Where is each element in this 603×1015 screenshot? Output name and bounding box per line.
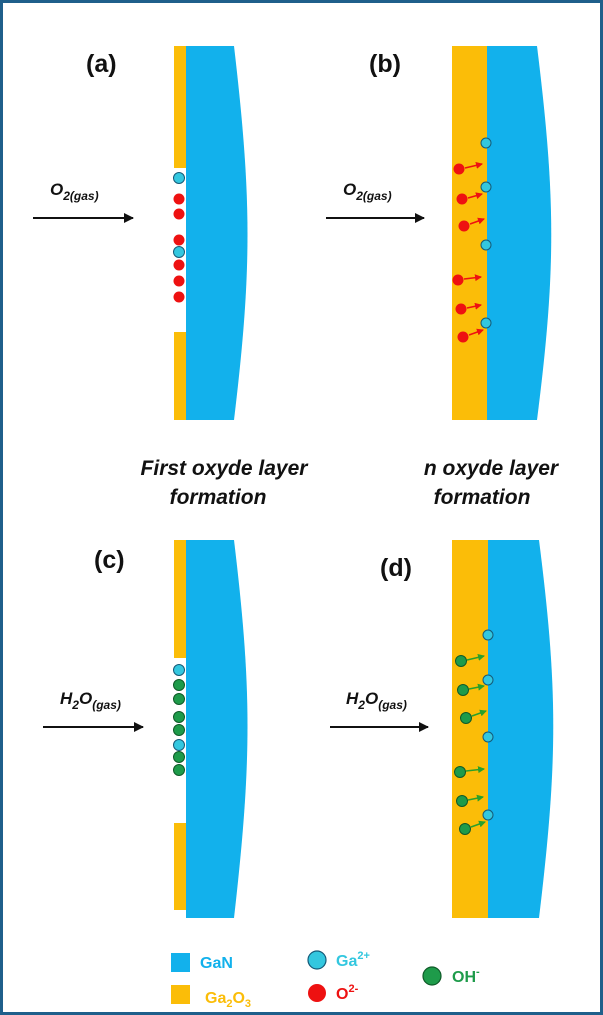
ga-ion	[173, 664, 185, 676]
panel-a: (a) O2(gas)	[33, 46, 248, 420]
ga2o3-layer-a-bottom	[174, 332, 186, 420]
oh-ion	[173, 679, 185, 691]
caption-n-line1: n oxyde layer	[424, 457, 560, 480]
o-ion-migrating	[453, 161, 483, 175]
legend-marker-o2minus	[308, 984, 326, 1002]
o-ion	[173, 208, 185, 220]
panel-c: (c) H2O(gas)	[43, 540, 248, 918]
oh-ion	[173, 724, 185, 736]
ga-ion	[480, 137, 492, 149]
ga2o3-layer-a-top	[174, 46, 186, 168]
gan-substrate-d	[488, 540, 554, 918]
legend-label-o2minus: O2-	[336, 983, 359, 1003]
caption-n-line2: formation	[434, 486, 531, 509]
panel-d: (d) H2O(gas)	[330, 540, 554, 918]
oh-ion-migrating	[456, 794, 484, 807]
legend-label-ga2plus: Ga2+	[336, 950, 370, 970]
o-ion	[173, 291, 185, 303]
oh-ion	[173, 711, 185, 723]
legend-swatch-ga2o3	[171, 985, 190, 1004]
gan-substrate-b	[487, 46, 552, 420]
ga-ion	[482, 629, 494, 641]
o-ion	[173, 234, 185, 246]
o-ion-migrating	[458, 217, 485, 232]
caption-first-line2: formation	[170, 486, 267, 509]
panel-b: (b) O2(gas)	[326, 46, 552, 420]
oh-ion-migrating	[460, 709, 487, 724]
panel-label-c: (c)	[94, 546, 125, 574]
o-ion-migrating	[455, 302, 482, 315]
ga2o3-layer-c-top	[174, 540, 186, 658]
o-ion-migrating	[452, 274, 482, 286]
oh-ion-migrating	[454, 766, 485, 778]
ga-ion	[482, 731, 494, 743]
ions-b	[452, 137, 492, 343]
legend-label-gan: GaN	[200, 955, 233, 972]
ga-ion	[482, 674, 494, 686]
gan-substrate-a	[186, 46, 248, 420]
ions-a	[173, 172, 185, 303]
legend-label-ga2o3: Ga2O3	[205, 990, 251, 1010]
panel-label-d: (d)	[380, 554, 412, 582]
captions: First oxyde layer formation n oxyde laye…	[141, 457, 560, 509]
legend-label-ohminus: OH-	[452, 966, 480, 986]
o-ion	[173, 259, 185, 271]
ga2o3-layer-d	[452, 540, 488, 918]
gas-label-c: H2O(gas)	[60, 689, 121, 712]
ga-ion	[482, 809, 494, 821]
ga-ion	[173, 172, 185, 184]
ga2o3-layer-b	[452, 46, 487, 420]
ga2o3-layer-c-bottom	[174, 823, 186, 910]
legend-swatch-gan	[171, 953, 190, 972]
legend-marker-ga2plus	[307, 950, 327, 970]
ga-ion	[480, 181, 492, 193]
o-ion-migrating	[456, 192, 483, 205]
gas-label-d: H2O(gas)	[346, 689, 407, 712]
panel-label-a: (a)	[86, 50, 117, 78]
ions-c	[173, 664, 185, 776]
oh-ion-migrating	[457, 683, 485, 696]
oh-ion	[173, 764, 185, 776]
caption-first-line1: First oxyde layer	[141, 457, 310, 480]
o-ion-migrating	[457, 328, 484, 343]
legend: GaN Ga2O3 Ga2+ O2- OH-	[171, 950, 480, 1010]
legend-marker-ohminus	[422, 966, 442, 986]
ga-ion	[480, 317, 492, 329]
ga-ion	[173, 739, 185, 751]
gas-label-b: O2(gas)	[343, 180, 392, 203]
oh-ion	[173, 693, 185, 705]
o-ion	[173, 275, 185, 287]
ions-d	[454, 629, 494, 835]
oh-ion	[173, 751, 185, 763]
panel-label-b: (b)	[369, 50, 401, 78]
ga-ion	[173, 246, 185, 258]
ga-ion	[480, 239, 492, 251]
gan-substrate-c	[186, 540, 248, 918]
o-ion	[173, 193, 185, 205]
oh-ion-migrating	[459, 820, 486, 835]
gas-label-a: O2(gas)	[50, 180, 99, 203]
oh-ion-migrating	[455, 653, 485, 667]
